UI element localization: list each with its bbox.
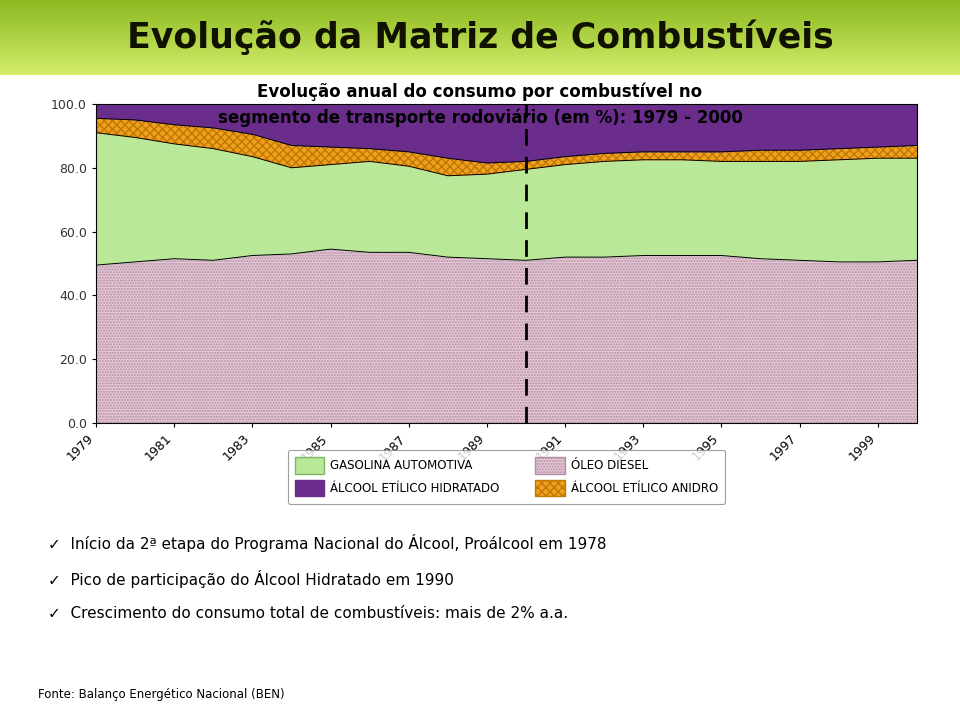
Text: Evolução anual do consumo por combustível no
segmento de transporte rodoviário (: Evolução anual do consumo por combustíve… — [218, 82, 742, 127]
Text: ✓  Pico de participação do Álcool Hidratado em 1990: ✓ Pico de participação do Álcool Hidrata… — [48, 570, 454, 588]
Legend: GASOLINA AUTOMOTIVA, ÁLCOOL ETÍLICO HIDRATADO, ÓLEO DIESEL, ÁLCOOL ETÍLICO ANIDR: GASOLINA AUTOMOTIVA, ÁLCOOL ETÍLICO HIDR… — [288, 450, 725, 503]
Text: Fonte: Balanço Energético Nacional (BEN): Fonte: Balanço Energético Nacional (BEN) — [38, 688, 285, 701]
Text: ✓  Início da 2ª etapa do Programa Nacional do Álcool, Proálcool em 1978: ✓ Início da 2ª etapa do Programa Naciona… — [48, 534, 607, 552]
Text: Evolução da Matriz de Combustíveis: Evolução da Matriz de Combustíveis — [127, 20, 833, 55]
Text: ✓  Crescimento do consumo total de combustíveis: mais de 2% a.a.: ✓ Crescimento do consumo total de combus… — [48, 606, 568, 621]
